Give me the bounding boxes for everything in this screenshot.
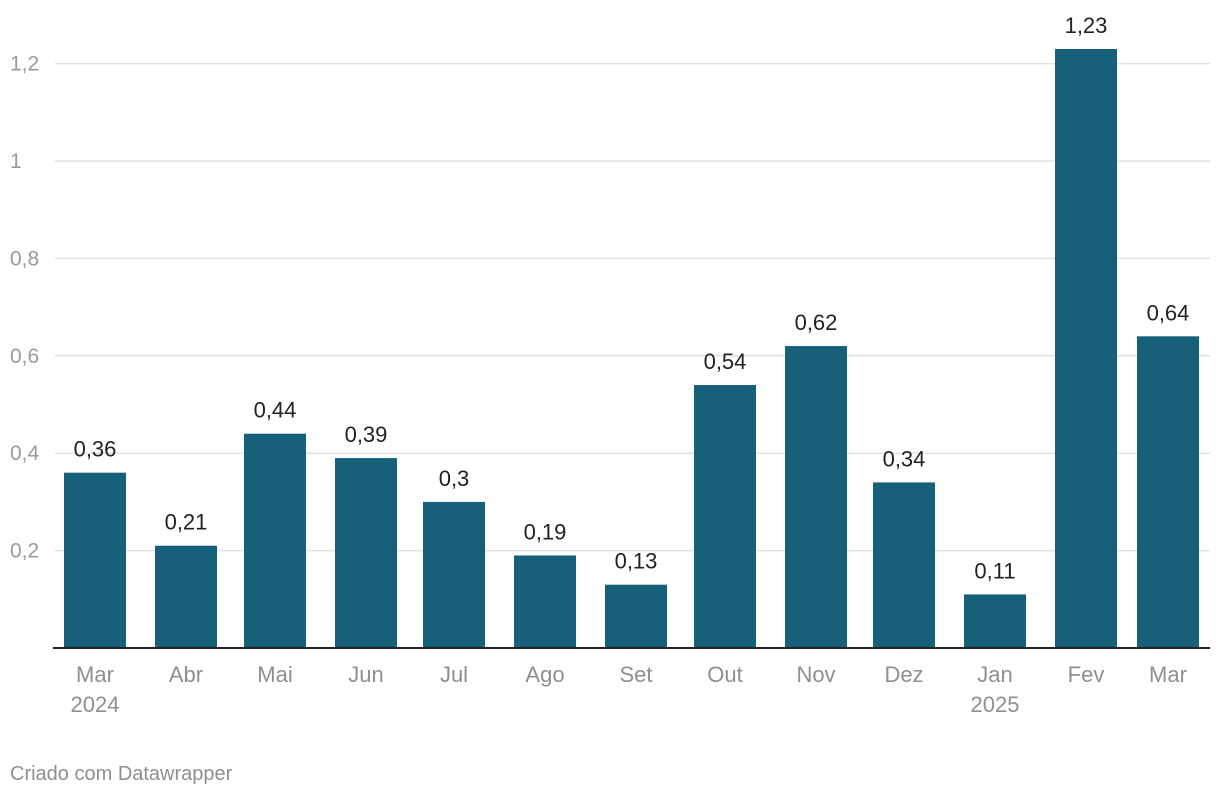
bar-value-label: 0,39 (345, 422, 388, 447)
x-tick-label: Mai (257, 662, 292, 687)
x-tick-year-label: 2024 (71, 692, 120, 717)
bar-value-label: 0,36 (74, 437, 117, 462)
bar (694, 385, 756, 648)
datawrapper-credit: Criado com Datawrapper (10, 763, 233, 785)
x-tick-label: Jul (440, 662, 468, 687)
bar (1055, 48, 1117, 649)
x-axis: Mar 2024 Abr Mai Jun Jul Ago Set Out Nov Dez Jan 202… (53, 647, 1210, 717)
bar-value-label: 0,3 (439, 466, 470, 491)
y-tick-label: 1,2 (10, 53, 39, 76)
bar (964, 594, 1026, 648)
x-tick-label: Dez (884, 662, 923, 687)
x-tick-year-label: 2025 (971, 692, 1020, 717)
bar (785, 346, 847, 648)
bar-value-label: 0,62 (795, 310, 838, 335)
bar-value-label: 0,34 (883, 446, 926, 471)
bar-value-label: 0,54 (704, 349, 747, 374)
x-tick-label: Fev (1068, 662, 1105, 687)
bar-value-label: 0,13 (615, 549, 658, 574)
y-tick-label: 0,8 (10, 247, 39, 270)
bar (1137, 336, 1199, 648)
x-tick-label: Set (619, 662, 652, 687)
x-tick-label: Out (707, 662, 742, 687)
bar-value-label: 0,64 (1147, 300, 1190, 325)
gridlines: 0,2 0,4 0,6 0,8 1 1,2 (10, 53, 1210, 563)
bar-value-label: 0,19 (524, 519, 567, 544)
bar (605, 584, 667, 648)
x-tick-label: Jan (977, 662, 1012, 687)
value-labels: 0,36 0,21 0,44 0,39 0,3 0,19 0,13 0,54 0,62 0,34 0… (74, 13, 1190, 583)
bar-value-label: 1,23 (1065, 13, 1108, 38)
y-tick-label: 1 (10, 150, 22, 173)
bar (155, 545, 217, 648)
bar (244, 433, 306, 648)
bar (64, 472, 126, 648)
y-tick-label: 0,6 (10, 345, 39, 368)
bar (423, 501, 485, 648)
x-tick-label: Abr (169, 662, 203, 687)
x-tick-label: Jun (348, 662, 383, 687)
x-tick-label: Ago (525, 662, 564, 687)
bar-value-label: 0,44 (254, 398, 297, 423)
x-tick-label: Nov (796, 662, 835, 687)
bar (335, 458, 397, 648)
bar-value-label: 0,11 (974, 558, 1015, 583)
bar (873, 482, 935, 648)
x-tick-label: Mar (76, 662, 114, 687)
bar (514, 555, 576, 648)
y-tick-label: 0,4 (10, 442, 40, 465)
bar-value-label: 0,21 (165, 510, 208, 535)
x-tick-label: Mar (1149, 662, 1187, 687)
y-tick-label: 0,2 (10, 540, 39, 563)
bars (64, 48, 1199, 649)
